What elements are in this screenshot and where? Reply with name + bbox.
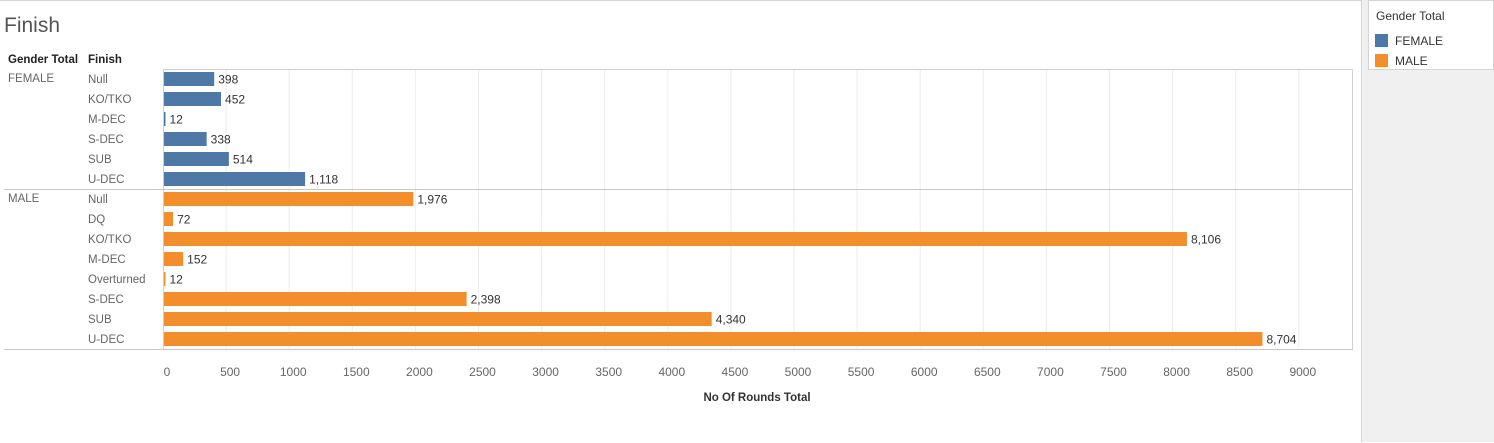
bar [164, 92, 222, 106]
x-tick-label: 3500 [595, 365, 622, 379]
x-tick-label: 6500 [974, 365, 1001, 379]
sheet-title: Finish [4, 14, 61, 37]
legend-label-female: FEMALE [1395, 34, 1444, 48]
bar [164, 212, 174, 226]
x-tick-label: 8000 [1163, 365, 1190, 379]
data-label: 514 [233, 153, 253, 167]
category-label: M-DEC [88, 254, 126, 266]
data-label: 8,704 [1266, 333, 1296, 347]
data-label: 2,398 [471, 293, 501, 307]
data-label: 72 [177, 213, 191, 227]
category-label: SUB [88, 314, 112, 326]
x-tick-label: 3000 [532, 365, 559, 379]
x-axis-title: No Of Rounds Total [703, 392, 810, 404]
category-label: U-DEC [88, 174, 124, 186]
category-label: Overturned [88, 274, 146, 286]
x-tick-label: 6000 [911, 365, 938, 379]
data-label: 152 [187, 253, 207, 267]
category-label: KO/TKO [88, 234, 132, 246]
bar [164, 332, 1263, 346]
data-label: 12 [170, 273, 184, 287]
bar [164, 312, 712, 326]
bar [164, 192, 414, 206]
worksheet: Finish Gender Total Finish FEMALE Null 398… [0, 0, 1362, 442]
x-tick-label: 0 [164, 365, 171, 379]
legend-title: Gender Total [1376, 9, 1445, 23]
x-tick-label: 4000 [658, 365, 685, 379]
legend-pane: Gender Total FEMALE MALE [1362, 0, 1494, 442]
bar [164, 152, 229, 166]
data-label: 452 [225, 93, 245, 107]
bar-chart: FEMALE Null 398 KO/TKO 452 M-DEC 12 S-DEC 338 SUB… [4, 69, 1353, 404]
data-label: 12 [170, 113, 184, 127]
category-label: SUB [88, 154, 112, 166]
category-label: U-DEC [88, 334, 124, 346]
row-header-finish: Finish [88, 54, 122, 66]
x-tick-label: 2000 [406, 365, 433, 379]
row-header-gender: Gender Total [8, 54, 79, 66]
x-tick-label: 9000 [1289, 365, 1316, 379]
group-label: MALE [8, 193, 40, 205]
x-tick-label: 1500 [343, 365, 370, 379]
bar [164, 272, 166, 286]
legend: Gender Total FEMALE MALE [1368, 0, 1494, 70]
data-label: 1,118 [309, 173, 338, 187]
x-tick-label: 1000 [280, 365, 307, 379]
x-tick-label: 4500 [722, 365, 749, 379]
bar [164, 72, 215, 86]
category-label: DQ [88, 214, 105, 226]
category-label: Null [88, 194, 108, 206]
data-label: 4,340 [716, 313, 746, 327]
data-label: 8,106 [1191, 233, 1221, 247]
category-label: M-DEC [88, 114, 126, 126]
bar [164, 132, 207, 146]
x-tick-label: 8500 [1226, 365, 1253, 379]
bar [164, 232, 1187, 246]
bar [164, 252, 184, 266]
x-tick-label: 7500 [1100, 365, 1127, 379]
x-tick-label: 2500 [469, 365, 496, 379]
plot-border [163, 69, 1353, 350]
data-label: 338 [211, 133, 231, 147]
x-tick-label: 500 [220, 365, 240, 379]
bar [164, 292, 467, 306]
bar [164, 172, 306, 186]
category-label: S-DEC [88, 134, 124, 146]
x-tick-label: 5000 [785, 365, 812, 379]
data-label: 1,976 [417, 193, 447, 207]
group-label: FEMALE [8, 73, 54, 85]
legend-label-male: MALE [1395, 54, 1428, 68]
category-label: KO/TKO [88, 94, 132, 106]
legend-swatch-female [1375, 34, 1388, 47]
legend-swatch-male [1375, 54, 1388, 67]
bar [164, 112, 166, 126]
x-tick-label: 5500 [848, 365, 875, 379]
category-label: S-DEC [88, 294, 124, 306]
data-label: 398 [218, 73, 238, 87]
x-tick-label: 7000 [1037, 365, 1064, 379]
category-label: Null [88, 74, 108, 86]
